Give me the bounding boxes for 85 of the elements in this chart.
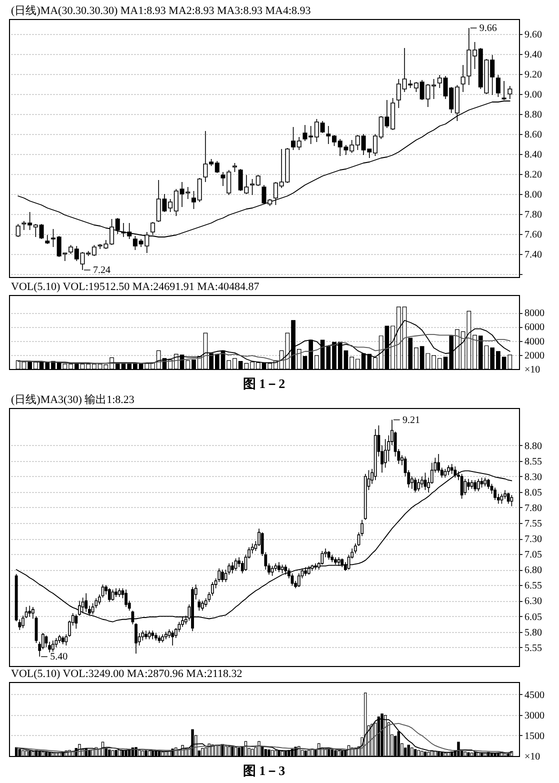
y-axis-title: ×10 <box>524 752 540 762</box>
y-tick-label: 9.40 <box>524 50 542 60</box>
y-tick-label: 7.05 <box>524 550 542 561</box>
candlestick <box>297 572 300 588</box>
candlestick <box>500 493 504 504</box>
y-tick-label: 4500 <box>524 690 544 701</box>
candlestick <box>410 476 414 490</box>
y-tick-label: 8.00 <box>524 190 542 200</box>
candlestick <box>510 494 514 507</box>
y-tick-label: 7.80 <box>524 210 542 220</box>
candlestick <box>417 478 420 492</box>
y-tick-label: 7.80 <box>524 502 542 514</box>
candlestick <box>476 478 480 492</box>
y-tick-label: 8.80 <box>524 440 542 452</box>
y-tick-label: 4000 <box>524 336 544 348</box>
y-tick-label: 1500 <box>524 730 544 742</box>
candlestick <box>284 564 288 576</box>
y-tick-label: 7.60 <box>524 230 542 240</box>
annotation: 9.21 <box>402 414 420 426</box>
candlestick <box>81 597 84 614</box>
y-tick-label: 7.30 <box>524 534 542 546</box>
candlestick <box>198 599 201 612</box>
candlestick <box>234 558 238 572</box>
line-series <box>18 334 510 364</box>
candlestick <box>28 605 32 618</box>
y-tick-label: 2000 <box>524 350 544 362</box>
y-tick-label: 8.60 <box>524 130 542 140</box>
y-tick-label: 8.30 <box>524 472 542 483</box>
candlestick <box>447 464 450 476</box>
candlestick <box>437 454 440 474</box>
candlestick <box>494 487 497 500</box>
y-axis-title: ×10 <box>524 364 540 376</box>
candlestick <box>278 562 280 573</box>
y-tick-label: 8.55 <box>524 456 542 468</box>
candlestick <box>270 566 274 576</box>
chart-title: VOL(5.10) VOL:19512.50 MA:24691.91 MA:40484.87 <box>11 281 260 293</box>
candlestick <box>450 464 454 474</box>
candlestick <box>496 74 500 98</box>
y-tick-label: 5.55 <box>524 642 542 654</box>
y-tick-label: 8.05 <box>524 487 542 498</box>
chart-title: VOL(5.10) VOL:3249.00 MA:2870.96 MA:2118.32 <box>11 668 242 680</box>
y-tick-label: 8000 <box>524 308 544 320</box>
y-tick-label: 8.80 <box>524 110 542 120</box>
candlestick <box>51 640 54 652</box>
candlestick <box>201 600 204 612</box>
y-tick-label: 6.30 <box>524 596 542 608</box>
candlestick <box>108 588 111 602</box>
y-tick-label: 7.55 <box>524 518 542 530</box>
y-tick-label: 6000 <box>524 322 544 334</box>
annotation: 7.24 <box>92 265 110 276</box>
candlestick <box>84 592 88 612</box>
candlestick <box>384 438 387 468</box>
candlestick <box>16 224 20 238</box>
y-tick-label: 9.00 <box>524 90 542 100</box>
candlestick <box>54 638 58 648</box>
annotation: 5.40 <box>50 652 68 663</box>
candlestick <box>320 550 324 566</box>
candlestick <box>220 569 224 582</box>
candlestick <box>464 478 467 496</box>
candlestick <box>171 630 174 646</box>
y-tick-label: 6.55 <box>524 580 542 592</box>
candlestick <box>124 589 128 608</box>
candlestick <box>474 480 477 492</box>
candlestick <box>467 478 470 490</box>
candlestick <box>230 562 234 574</box>
y-tick-label: 9.20 <box>524 70 542 80</box>
y-tick-label: 5.80 <box>524 627 542 638</box>
caption: 图 1－2 <box>242 376 286 391</box>
candlestick <box>506 492 510 504</box>
chart-title: (日线)MA(30.30.30.30) MA1:8.93 MA2:8.93 MA3:8.93 MA4:8.93 <box>11 4 312 17</box>
candlestick <box>460 64 466 92</box>
candlestick <box>460 474 464 500</box>
candlestick <box>414 477 417 493</box>
y-tick-label: 6.05 <box>524 612 542 623</box>
y-tick-label: 7.40 <box>524 250 542 260</box>
y-tick-label: 8.40 <box>524 150 542 160</box>
annotation: 9.66 <box>479 23 497 34</box>
candlestick <box>111 589 114 602</box>
caption: 图 1－3 <box>242 763 286 778</box>
y-tick-label: 9.60 <box>524 30 542 40</box>
y-tick-label: 8.20 <box>524 170 542 180</box>
chart-title: (日线)MA3(30) 输出1:8.23 <box>11 393 135 406</box>
y-tick-label: 3000 <box>524 710 544 722</box>
y-tick-label: 6.80 <box>524 565 542 576</box>
candlestick <box>420 476 424 488</box>
